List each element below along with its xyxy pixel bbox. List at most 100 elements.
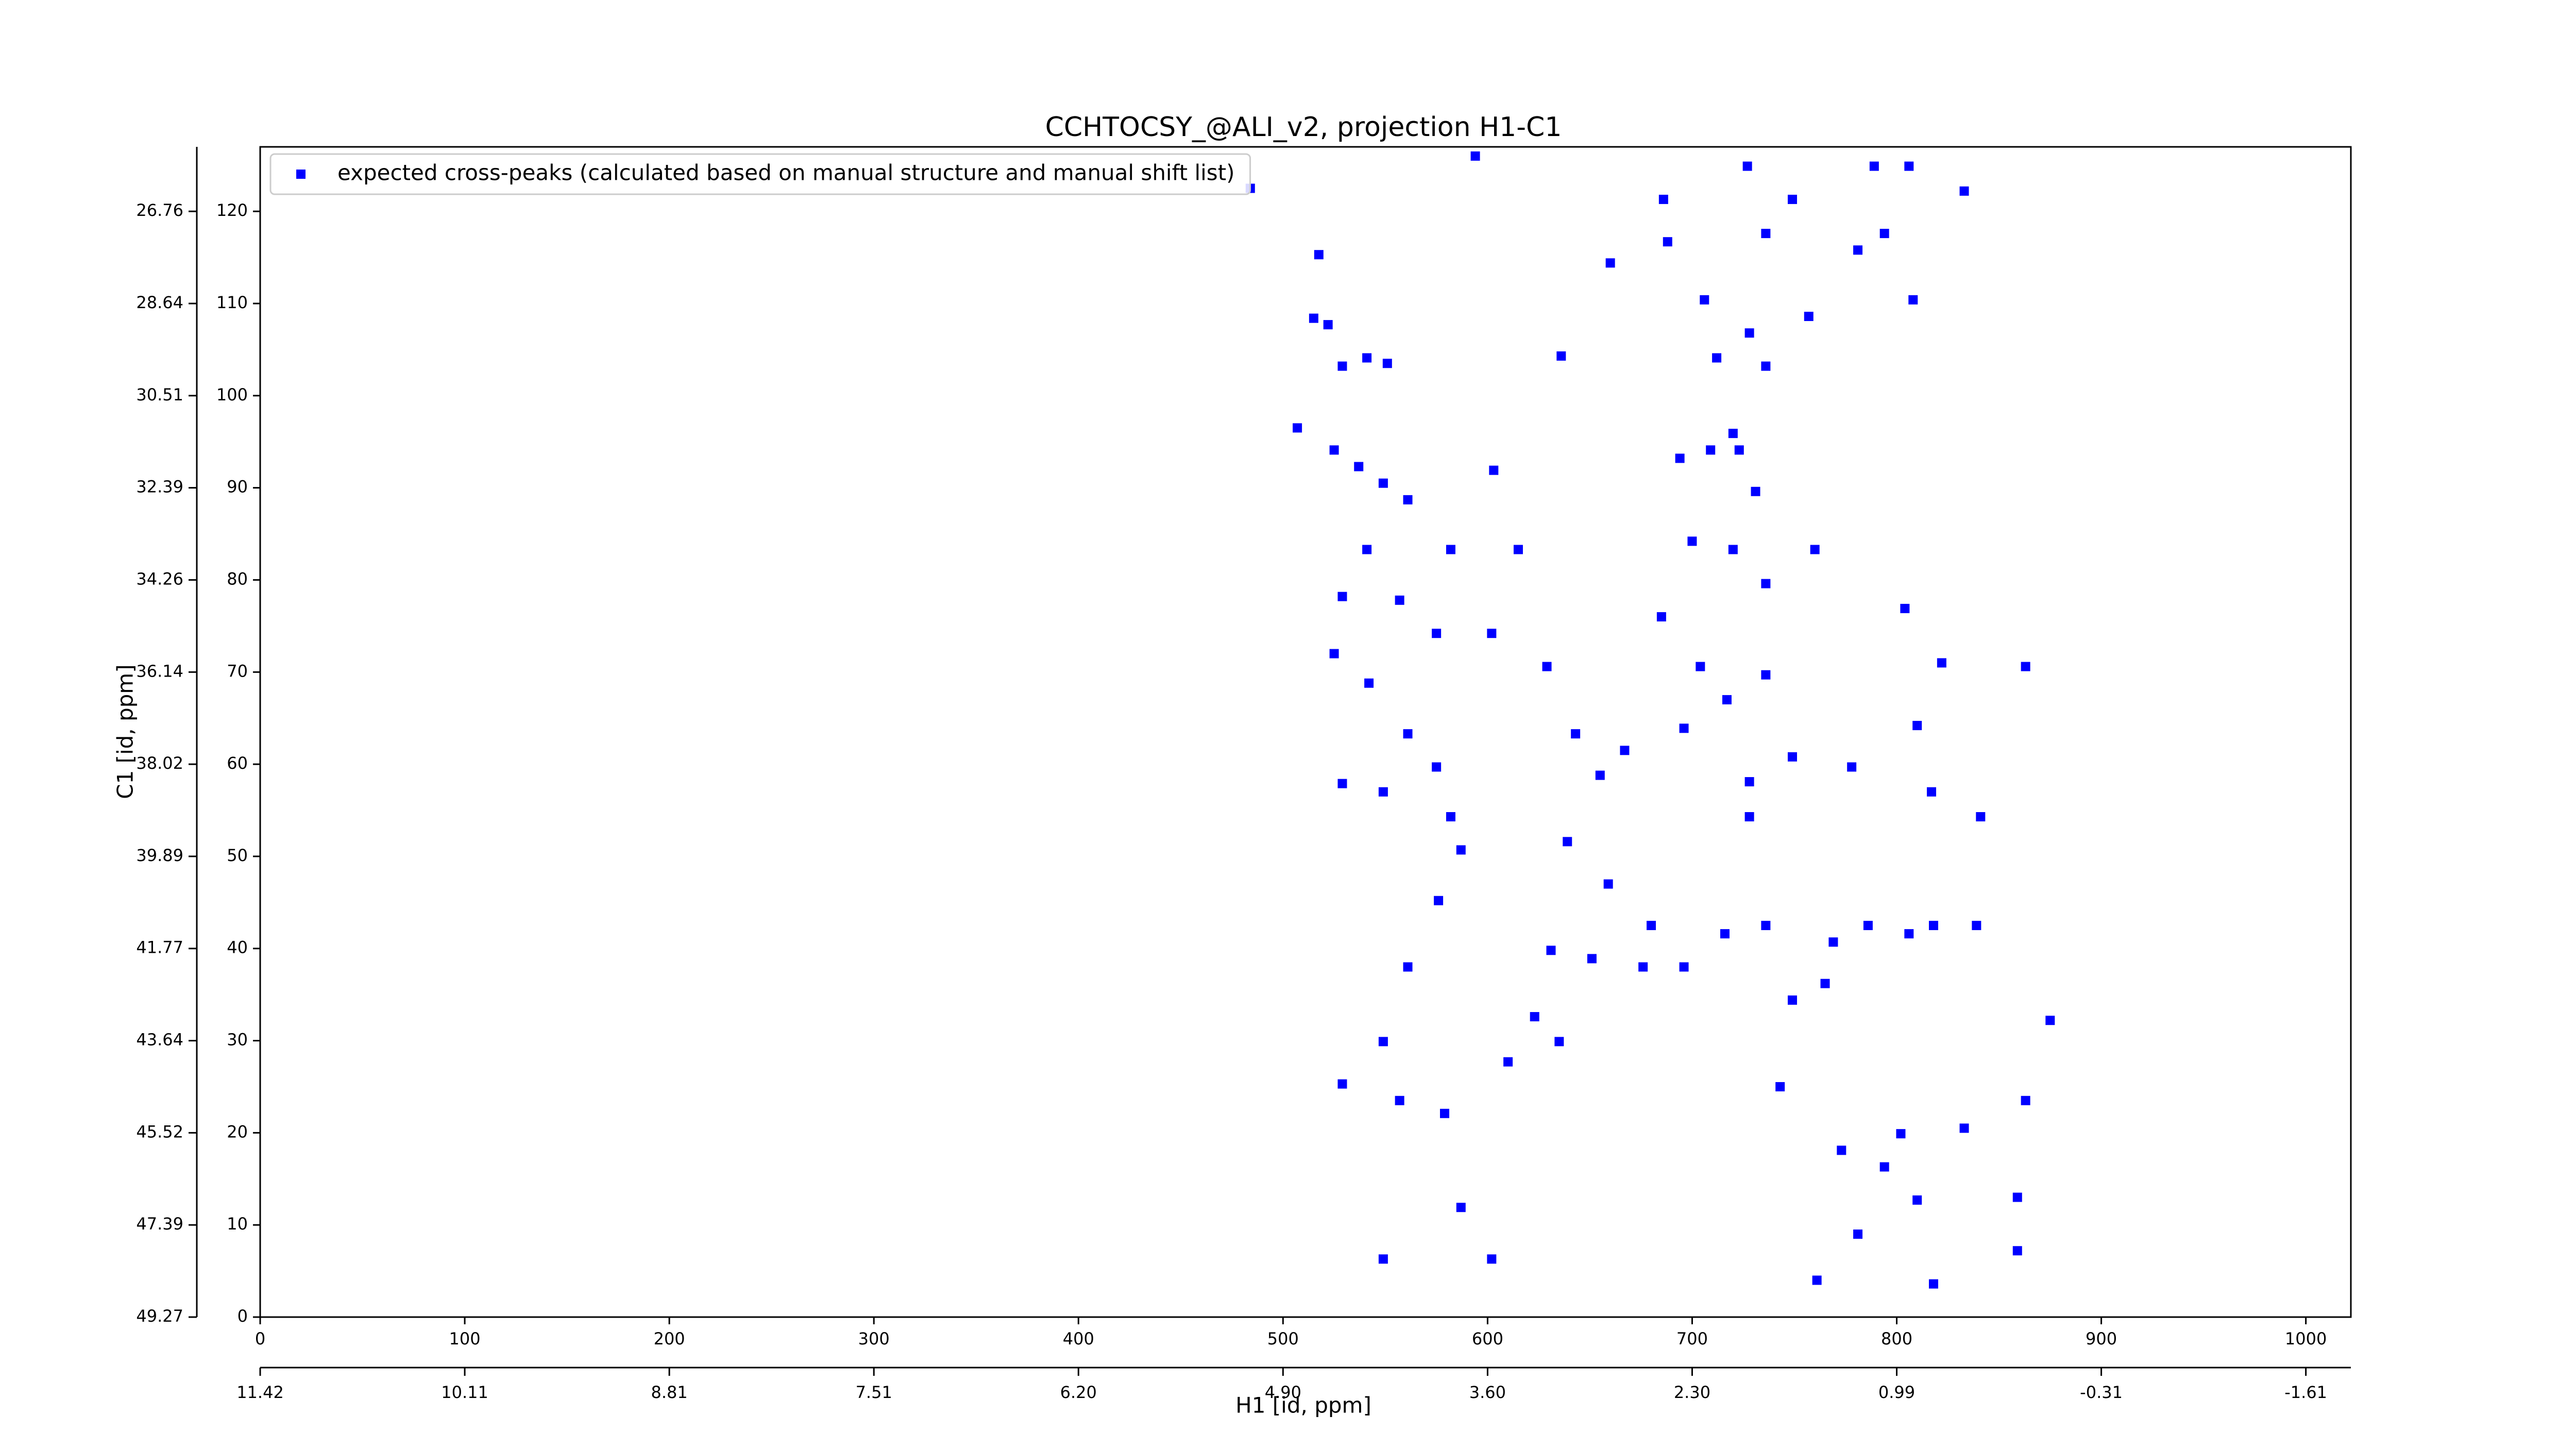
cross-peak (1395, 1096, 1404, 1105)
cross-peak (1329, 649, 1339, 659)
cross-peak (1927, 787, 1937, 797)
cross-peak (1728, 545, 1738, 554)
cross-peak (1638, 962, 1648, 972)
x2-tick-label: 11.42 (236, 1383, 284, 1402)
y-tick-label: 40 (227, 938, 248, 957)
x-tick-label: 400 (1063, 1329, 1094, 1349)
cross-peak (1742, 161, 1752, 171)
cross-peak (1810, 545, 1820, 554)
cross-peak (1378, 1037, 1388, 1047)
legend-marker (296, 170, 306, 179)
cross-peak (1761, 670, 1771, 680)
y-tick-label: 60 (227, 753, 248, 773)
x2-tick-label: 3.60 (1469, 1383, 1506, 1402)
y2-tick-label: 26.76 (136, 200, 183, 220)
cross-peak (1314, 250, 1324, 260)
x2-tick-label: 10.11 (441, 1383, 488, 1402)
y2-tick-label: 39.89 (136, 846, 183, 865)
x-tick-label: 600 (1472, 1329, 1503, 1349)
y-tick-label: 70 (227, 661, 248, 681)
cross-peak (1364, 678, 1374, 688)
cross-peak (1687, 536, 1697, 546)
cross-peak (2012, 1246, 2022, 1256)
cross-peak (1440, 1108, 1450, 1118)
cross-peak (1487, 1254, 1497, 1264)
cross-peak (1712, 353, 1722, 363)
cross-peak (1812, 1275, 1822, 1285)
cross-peak (1378, 787, 1388, 797)
cross-peak (1432, 762, 1442, 772)
cross-peak (1700, 295, 1709, 305)
y2-tick-label: 32.39 (136, 477, 183, 497)
cross-peak (1879, 1162, 1889, 1172)
legend-label: expected cross-peaks (calculated based o… (337, 160, 1235, 186)
y2-tick-label: 34.26 (136, 569, 183, 588)
cross-peak (1530, 1012, 1539, 1022)
cross-peak (1679, 962, 1689, 972)
y2-tick-label: 38.02 (136, 753, 183, 773)
cross-peak (1847, 762, 1857, 772)
y-tick-label: 30 (227, 1030, 248, 1050)
cross-peak (1820, 979, 1830, 988)
cross-peak (1656, 612, 1666, 621)
cross-peak (1869, 161, 1879, 171)
cross-peak (1663, 237, 1672, 247)
cross-peak (1337, 1079, 1347, 1089)
y-tick-label: 10 (227, 1214, 248, 1234)
y2-tick-label: 30.51 (136, 385, 183, 405)
cross-peak (1928, 921, 1938, 931)
cross-peak (1605, 258, 1615, 268)
cross-peak (1904, 161, 1914, 171)
cross-peak (1908, 295, 1918, 305)
cross-peak (1378, 1254, 1388, 1264)
y-tick-label: 100 (216, 385, 248, 405)
cross-peak (1395, 595, 1404, 605)
cross-peak (1679, 723, 1689, 733)
cross-peak (1959, 186, 1969, 196)
cross-peak (1853, 1229, 1863, 1239)
cross-peak (1293, 423, 1302, 433)
cross-peak (1761, 921, 1771, 931)
y-tick-label: 110 (216, 293, 248, 312)
x2-tick-label: 4.90 (1265, 1383, 1301, 1402)
cross-peak (1761, 579, 1771, 588)
cross-peak (1470, 151, 1480, 161)
cross-peak (1904, 929, 1914, 939)
x2-tick-label: -0.31 (2080, 1383, 2123, 1402)
cross-peak (1675, 453, 1685, 463)
cross-peak (1728, 429, 1738, 439)
cross-peak (1382, 359, 1392, 368)
x-axis-label: H1 [id, ppm] (1235, 1393, 1371, 1418)
cross-peak (1503, 1057, 1513, 1067)
y2-tick-label: 47.39 (136, 1214, 183, 1234)
cross-peak (1595, 770, 1605, 780)
cross-peak (1761, 361, 1771, 371)
cross-peak (1837, 1145, 1846, 1155)
cross-peak (1432, 629, 1442, 638)
cross-peak (1571, 729, 1581, 739)
cross-peak (1487, 629, 1497, 638)
cross-peak (1647, 921, 1656, 931)
cross-peak (1696, 662, 1705, 671)
cross-peak (1937, 658, 1946, 668)
y-tick-label: 90 (227, 477, 248, 497)
cross-peak (1744, 777, 1754, 787)
cross-peak (1403, 962, 1413, 972)
x2-tick-label: 0.99 (1878, 1383, 1915, 1402)
cross-peak (1337, 361, 1347, 371)
cross-peak (1744, 328, 1754, 338)
cross-peak (1323, 320, 1333, 330)
x-tick-label: 800 (1881, 1329, 1912, 1349)
x-tick-label: 1000 (2285, 1329, 2327, 1349)
cross-peak (1556, 351, 1566, 361)
cross-peak (1959, 1123, 1969, 1133)
cross-peak (1489, 465, 1499, 475)
x2-tick-label: 6.20 (1060, 1383, 1097, 1402)
cross-peak (1546, 946, 1556, 955)
y-axis-label: C1 [id, ppm] (113, 664, 138, 799)
y2-tick-label: 28.64 (136, 293, 183, 312)
x-tick-label: 100 (449, 1329, 481, 1349)
cross-peak (2045, 1016, 2055, 1025)
